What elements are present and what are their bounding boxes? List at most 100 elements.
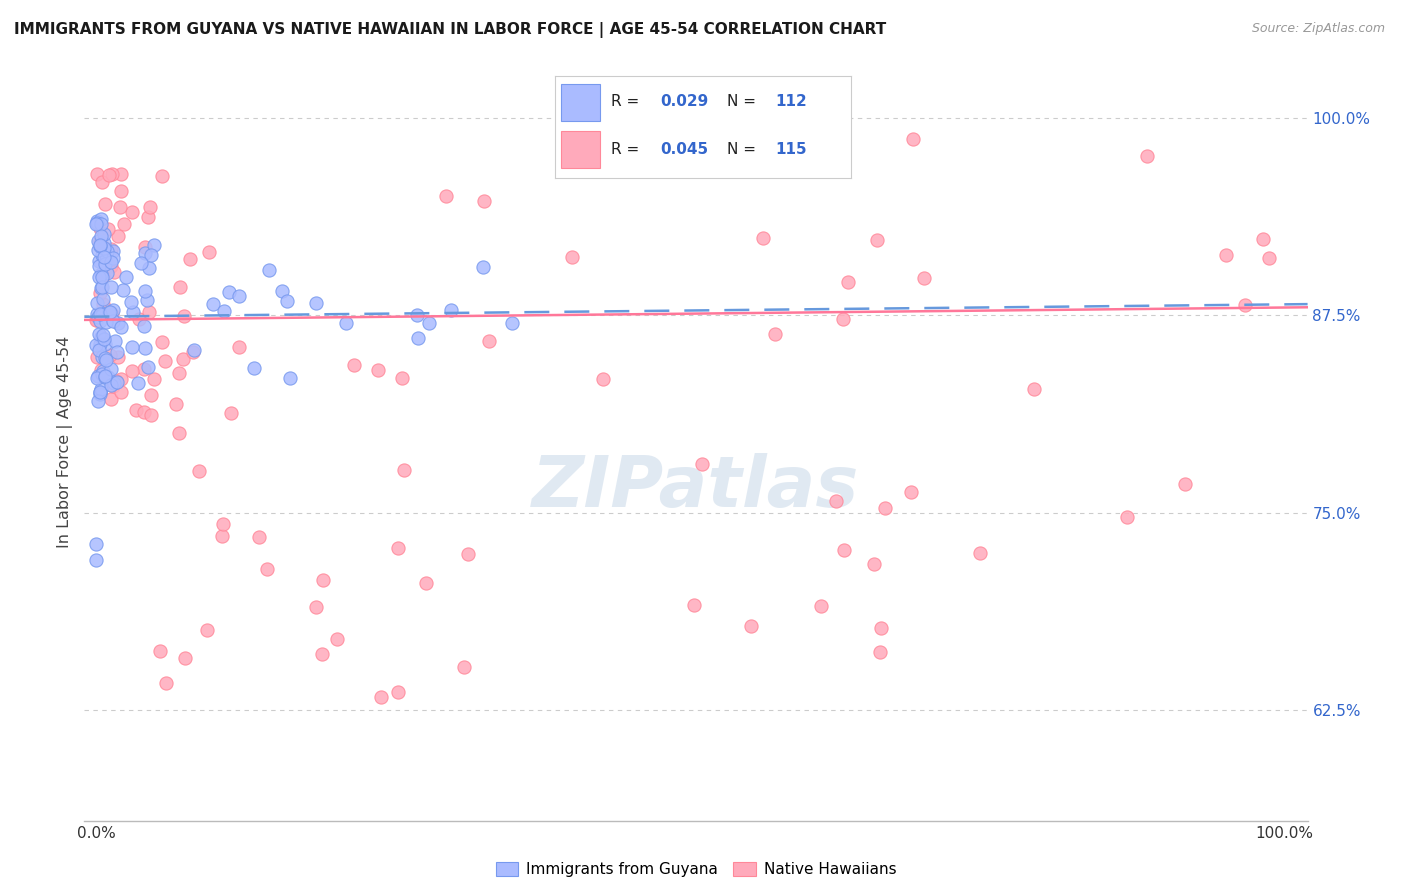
Point [1234, 298, 1257, 312]
Point [94, 247, 117, 261]
Point [100, 377, 122, 392]
Point [87, 270, 110, 285]
Point [101, 167, 124, 181]
Point [370, 690, 392, 705]
Point [84, 217, 107, 231]
Point [305, 296, 328, 310]
Point [969, 546, 991, 560]
Point [312, 573, 335, 587]
Point [94, 351, 117, 366]
Point [471, 260, 494, 274]
Point [86, 370, 108, 384]
Point [100, 392, 122, 406]
Point [103, 244, 125, 258]
Text: N =: N = [727, 142, 761, 157]
Point [122, 304, 145, 318]
Point [863, 557, 886, 571]
Point [89, 239, 111, 253]
Point [105, 375, 128, 389]
Point [93, 227, 115, 241]
Point [139, 409, 162, 423]
Point [142, 372, 165, 386]
Point [132, 318, 155, 333]
Point [90, 212, 112, 227]
Text: IMMIGRANTS FROM GUYANA VS NATIVE HAWAIIAN IN LABOR FORCE | AGE 45-54 CORRELATION: IMMIGRANTS FROM GUYANA VS NATIVE HAWAIIA… [14, 22, 886, 38]
Point [173, 651, 195, 665]
Point [84, 537, 107, 551]
Point [1174, 477, 1197, 491]
Point [86, 307, 108, 321]
Point [90, 308, 112, 322]
Point [93, 332, 115, 346]
Point [100, 259, 122, 273]
Point [97, 370, 120, 384]
Point [394, 463, 416, 477]
Point [103, 376, 125, 390]
Point [305, 600, 328, 615]
Point [165, 397, 187, 411]
Point [1024, 382, 1046, 396]
Point [211, 517, 233, 532]
Point [181, 344, 204, 359]
Point [89, 327, 111, 342]
Point [134, 284, 156, 298]
Point [201, 297, 224, 311]
Point [100, 362, 122, 376]
Point [104, 334, 127, 348]
Point [326, 632, 349, 646]
Point [100, 242, 122, 256]
Point [134, 245, 156, 260]
Point [93, 370, 115, 384]
Point [90, 305, 112, 319]
Point [121, 364, 143, 378]
Point [132, 404, 155, 418]
Point [90, 280, 112, 294]
Text: 0.045: 0.045 [661, 142, 709, 157]
Point [173, 310, 195, 324]
Point [1257, 252, 1279, 266]
Point [218, 285, 240, 300]
Point [873, 500, 896, 515]
Point [112, 217, 135, 231]
Point [101, 251, 124, 265]
Point [869, 645, 891, 659]
Point [472, 194, 495, 208]
Point [139, 200, 162, 214]
Point [105, 345, 128, 359]
Point [93, 241, 115, 255]
Point [98, 305, 121, 319]
Point [457, 548, 479, 562]
Point [89, 238, 111, 252]
Point [89, 330, 111, 344]
Text: 115: 115 [775, 142, 807, 157]
Point [121, 205, 143, 219]
Point [87, 244, 110, 258]
Point [134, 361, 156, 376]
FancyBboxPatch shape [561, 131, 599, 168]
Point [91, 367, 114, 381]
Point [100, 255, 122, 269]
Point [90, 382, 112, 396]
Point [440, 303, 463, 318]
Point [343, 358, 366, 372]
Point [90, 239, 112, 253]
Point [89, 387, 111, 401]
Point [89, 343, 111, 357]
Point [93, 235, 115, 250]
Point [138, 261, 160, 276]
Point [256, 562, 278, 576]
Y-axis label: In Labor Force | Age 45-54: In Labor Force | Age 45-54 [58, 335, 73, 548]
Point [91, 269, 114, 284]
Point [87, 259, 110, 273]
Point [391, 371, 413, 385]
Point [90, 267, 112, 281]
Point [900, 485, 922, 500]
Point [93, 369, 115, 384]
Point [110, 372, 132, 386]
Point [86, 338, 108, 352]
Point [387, 685, 409, 699]
Point [243, 360, 266, 375]
Point [195, 623, 218, 637]
Point [155, 676, 177, 690]
Point [136, 360, 159, 375]
